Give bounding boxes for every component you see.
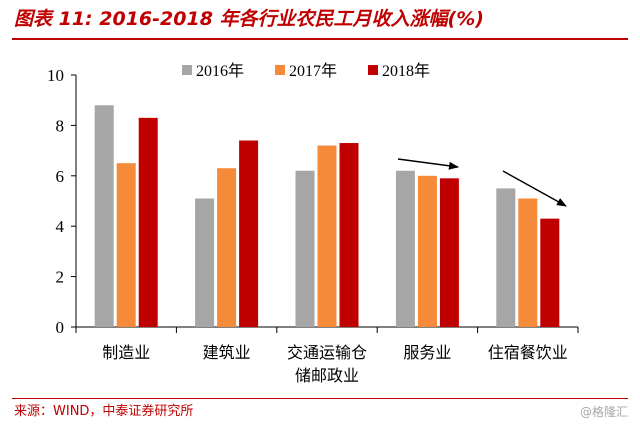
bars xyxy=(94,105,560,328)
chart-title: 图表 11: 2016-2018 年各行业农民工月收入涨幅(%) xyxy=(14,8,484,30)
bar-2018年-2 xyxy=(339,143,359,327)
legend-label: 2017年 xyxy=(289,62,337,80)
x-category-label: 交通运输仓 xyxy=(287,343,367,362)
y-tick-label: 10 xyxy=(47,66,64,85)
x-category-label: 住宿餐饮业 xyxy=(488,343,568,362)
bar-2017年-0 xyxy=(116,163,136,327)
bar-2016年-2 xyxy=(295,170,315,327)
x-category-label: 服务业 xyxy=(403,343,451,362)
y-tick-label: 2 xyxy=(56,268,65,287)
annotations xyxy=(397,158,567,207)
legend: 2016年 2017年 2018年 xyxy=(182,62,430,80)
bar-2017年-1 xyxy=(217,168,237,327)
legend-swatch xyxy=(182,65,192,75)
bar-2018年-0 xyxy=(138,117,158,327)
y-tick-label: 6 xyxy=(56,167,65,186)
y-tick-label: 8 xyxy=(56,116,65,135)
legend-label: 2016年 xyxy=(196,62,244,80)
bar-2017年-2 xyxy=(317,145,337,327)
footer-divider xyxy=(12,398,628,399)
source-note: 来源：WIND，中泰证券研究所 xyxy=(14,404,194,419)
bar-2018年-4 xyxy=(540,218,560,327)
bar-2017年-4 xyxy=(518,198,538,327)
bar-2016年-0 xyxy=(94,105,114,328)
bar-2018年-1 xyxy=(239,140,259,327)
bar-2016年-3 xyxy=(395,170,415,327)
bar-2018年-3 xyxy=(439,178,459,327)
trend-arrow xyxy=(502,170,567,207)
y-tick-label: 0 xyxy=(56,318,65,337)
x-category-label: 建筑业 xyxy=(203,343,251,362)
legend-swatch xyxy=(368,65,378,75)
trend-arrow xyxy=(397,158,459,170)
x-category-label: 制造业 xyxy=(102,343,150,362)
title-divider xyxy=(12,38,628,40)
legend-label: 2018年 xyxy=(382,62,430,80)
watermark: @格隆汇 xyxy=(579,405,628,419)
y-tick-label: 4 xyxy=(56,217,65,236)
bar-2016年-4 xyxy=(496,188,516,327)
bar-2016年-1 xyxy=(195,198,215,327)
x-category-label: 储邮政业 xyxy=(295,366,359,385)
legend-swatch xyxy=(275,65,285,75)
bar-2017年-3 xyxy=(417,175,437,327)
